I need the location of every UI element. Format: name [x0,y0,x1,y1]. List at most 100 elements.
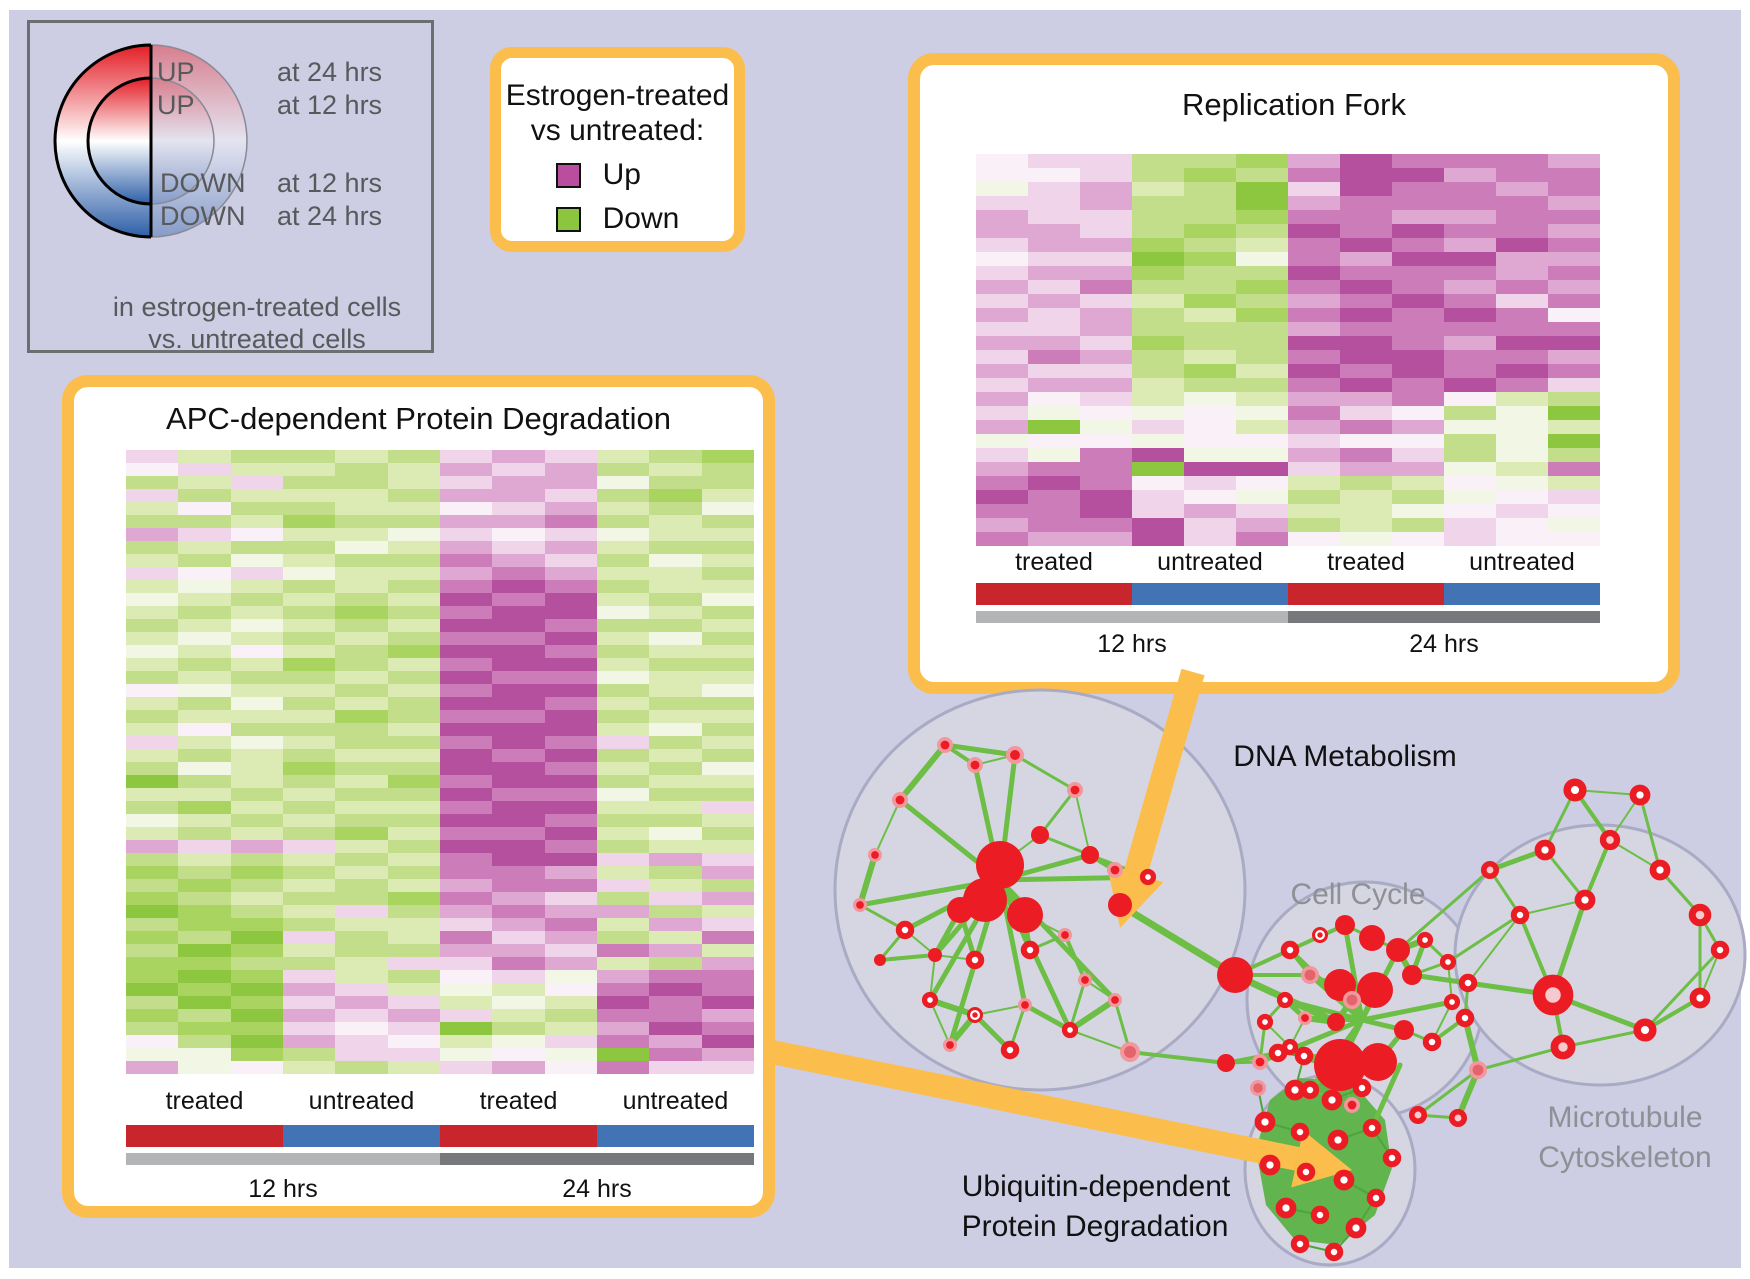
heatmap-cell [492,567,545,580]
heatmap-cell [1028,504,1080,518]
heatmap-cell [178,970,231,983]
heatmap-cell [492,1022,545,1035]
heatmap-cell [282,632,336,645]
heatmap-cell [1080,224,1132,238]
heatmap-cell [1184,336,1236,350]
heatmap-cell [1236,532,1288,546]
heatmap-cell [976,322,1028,336]
heatmap-cell [649,684,702,697]
heatmap-cell [544,1022,597,1035]
heatmap-cell [230,996,283,1009]
heatmap-cell [335,957,388,970]
heatmap-cell [649,1048,702,1061]
heatmap-cell [701,853,754,866]
heatmap-cell [387,671,440,684]
condition-bar [440,1125,597,1147]
heatmap-cell [596,775,650,788]
heatmap-cell [492,801,545,814]
heatmap-cell [1236,182,1288,196]
heatmap-cell [126,788,179,801]
heatmap-cell [126,983,179,996]
heatmap-cell [976,434,1028,448]
heatmap-cell [1080,490,1132,504]
heatmap-cell [439,606,493,619]
heatmap-cell [1496,224,1548,238]
heatmap-cell [544,554,597,567]
heatmap-cell [701,1048,754,1061]
heatmap-cell [335,944,388,957]
heatmap-cell [544,918,597,931]
up-label: Up [602,158,641,191]
heatmap-cell [544,632,597,645]
heatmap-cell [126,645,179,658]
heatmap-cell [178,723,231,736]
heatmap-cell [387,554,440,567]
heatmap-cell [1028,280,1080,294]
heatmap-cell [544,1061,597,1074]
heatmap-cell [976,350,1028,364]
heatmap-cell [596,593,650,606]
heatmap-cell [230,814,283,827]
heatmap-cell [1184,280,1236,294]
heatmap-cell [126,827,179,840]
heatmap-cell [701,567,754,580]
ring-legend-text: UP [157,57,195,87]
heatmap-cell [1340,378,1392,392]
heatmap-cell [544,489,597,502]
heatmap-cell [701,905,754,918]
heatmap-cell [1132,322,1184,336]
heatmap-cell [1444,350,1496,364]
heatmap-cell [492,827,545,840]
heatmap-cell [649,463,702,476]
heatmap-cell [492,905,545,918]
heatmap-cell [1548,280,1600,294]
heatmap-cell [230,1035,283,1048]
heatmap-cell [126,502,179,515]
heatmap-cell [1496,210,1548,224]
heatmap-cell [1340,364,1392,378]
heatmap-cell [544,944,597,957]
heatmap-cell [1340,224,1392,238]
heatmap-cell [1236,154,1288,168]
heatmap-cell [439,1048,493,1061]
heatmap-cell [335,515,388,528]
heatmap-cell [976,182,1028,196]
heatmap-cell [596,840,650,853]
heatmap-cell [492,996,545,1009]
heatmap-cell [1236,322,1288,336]
heatmap-cell [1340,238,1392,252]
heatmap-cell [1184,294,1236,308]
heatmap-cell [596,762,650,775]
heatmap-cell [439,775,493,788]
heatmap-cell [335,502,388,515]
heatmap-cell [439,502,493,515]
heatmap-cell [282,827,336,840]
heatmap-cell [1236,168,1288,182]
heatmap-cell [282,814,336,827]
heatmap-cell [178,684,231,697]
heatmap-cell [126,944,179,957]
heatmap-cell [126,593,179,606]
heatmap-cell [596,502,650,515]
heatmap-cell [282,1022,336,1035]
heatmap-cell [387,762,440,775]
heatmap-cell [387,983,440,996]
dna-metabolism-label: DNA Metabolism [1233,740,1457,773]
heatmap-cell [126,918,179,931]
heatmap-cell [1392,336,1444,350]
time-bar [976,611,1288,623]
heatmap-cell [701,697,754,710]
replication-fork-panel: Replication Fork treated untreated treated… [908,53,1680,694]
heatmap-cell [178,632,231,645]
heatmap-cell [1184,308,1236,322]
heatmap-cell [387,892,440,905]
heatmap-cell [126,840,179,853]
heatmap-cell [1132,294,1184,308]
heatmap-cell [1340,406,1392,420]
heatmap-cell [1080,196,1132,210]
heatmap-cell [178,801,231,814]
heatmap-cell [492,931,545,944]
heatmap-cell [1392,196,1444,210]
heatmap-cell [126,957,179,970]
heatmap-cell [596,931,650,944]
